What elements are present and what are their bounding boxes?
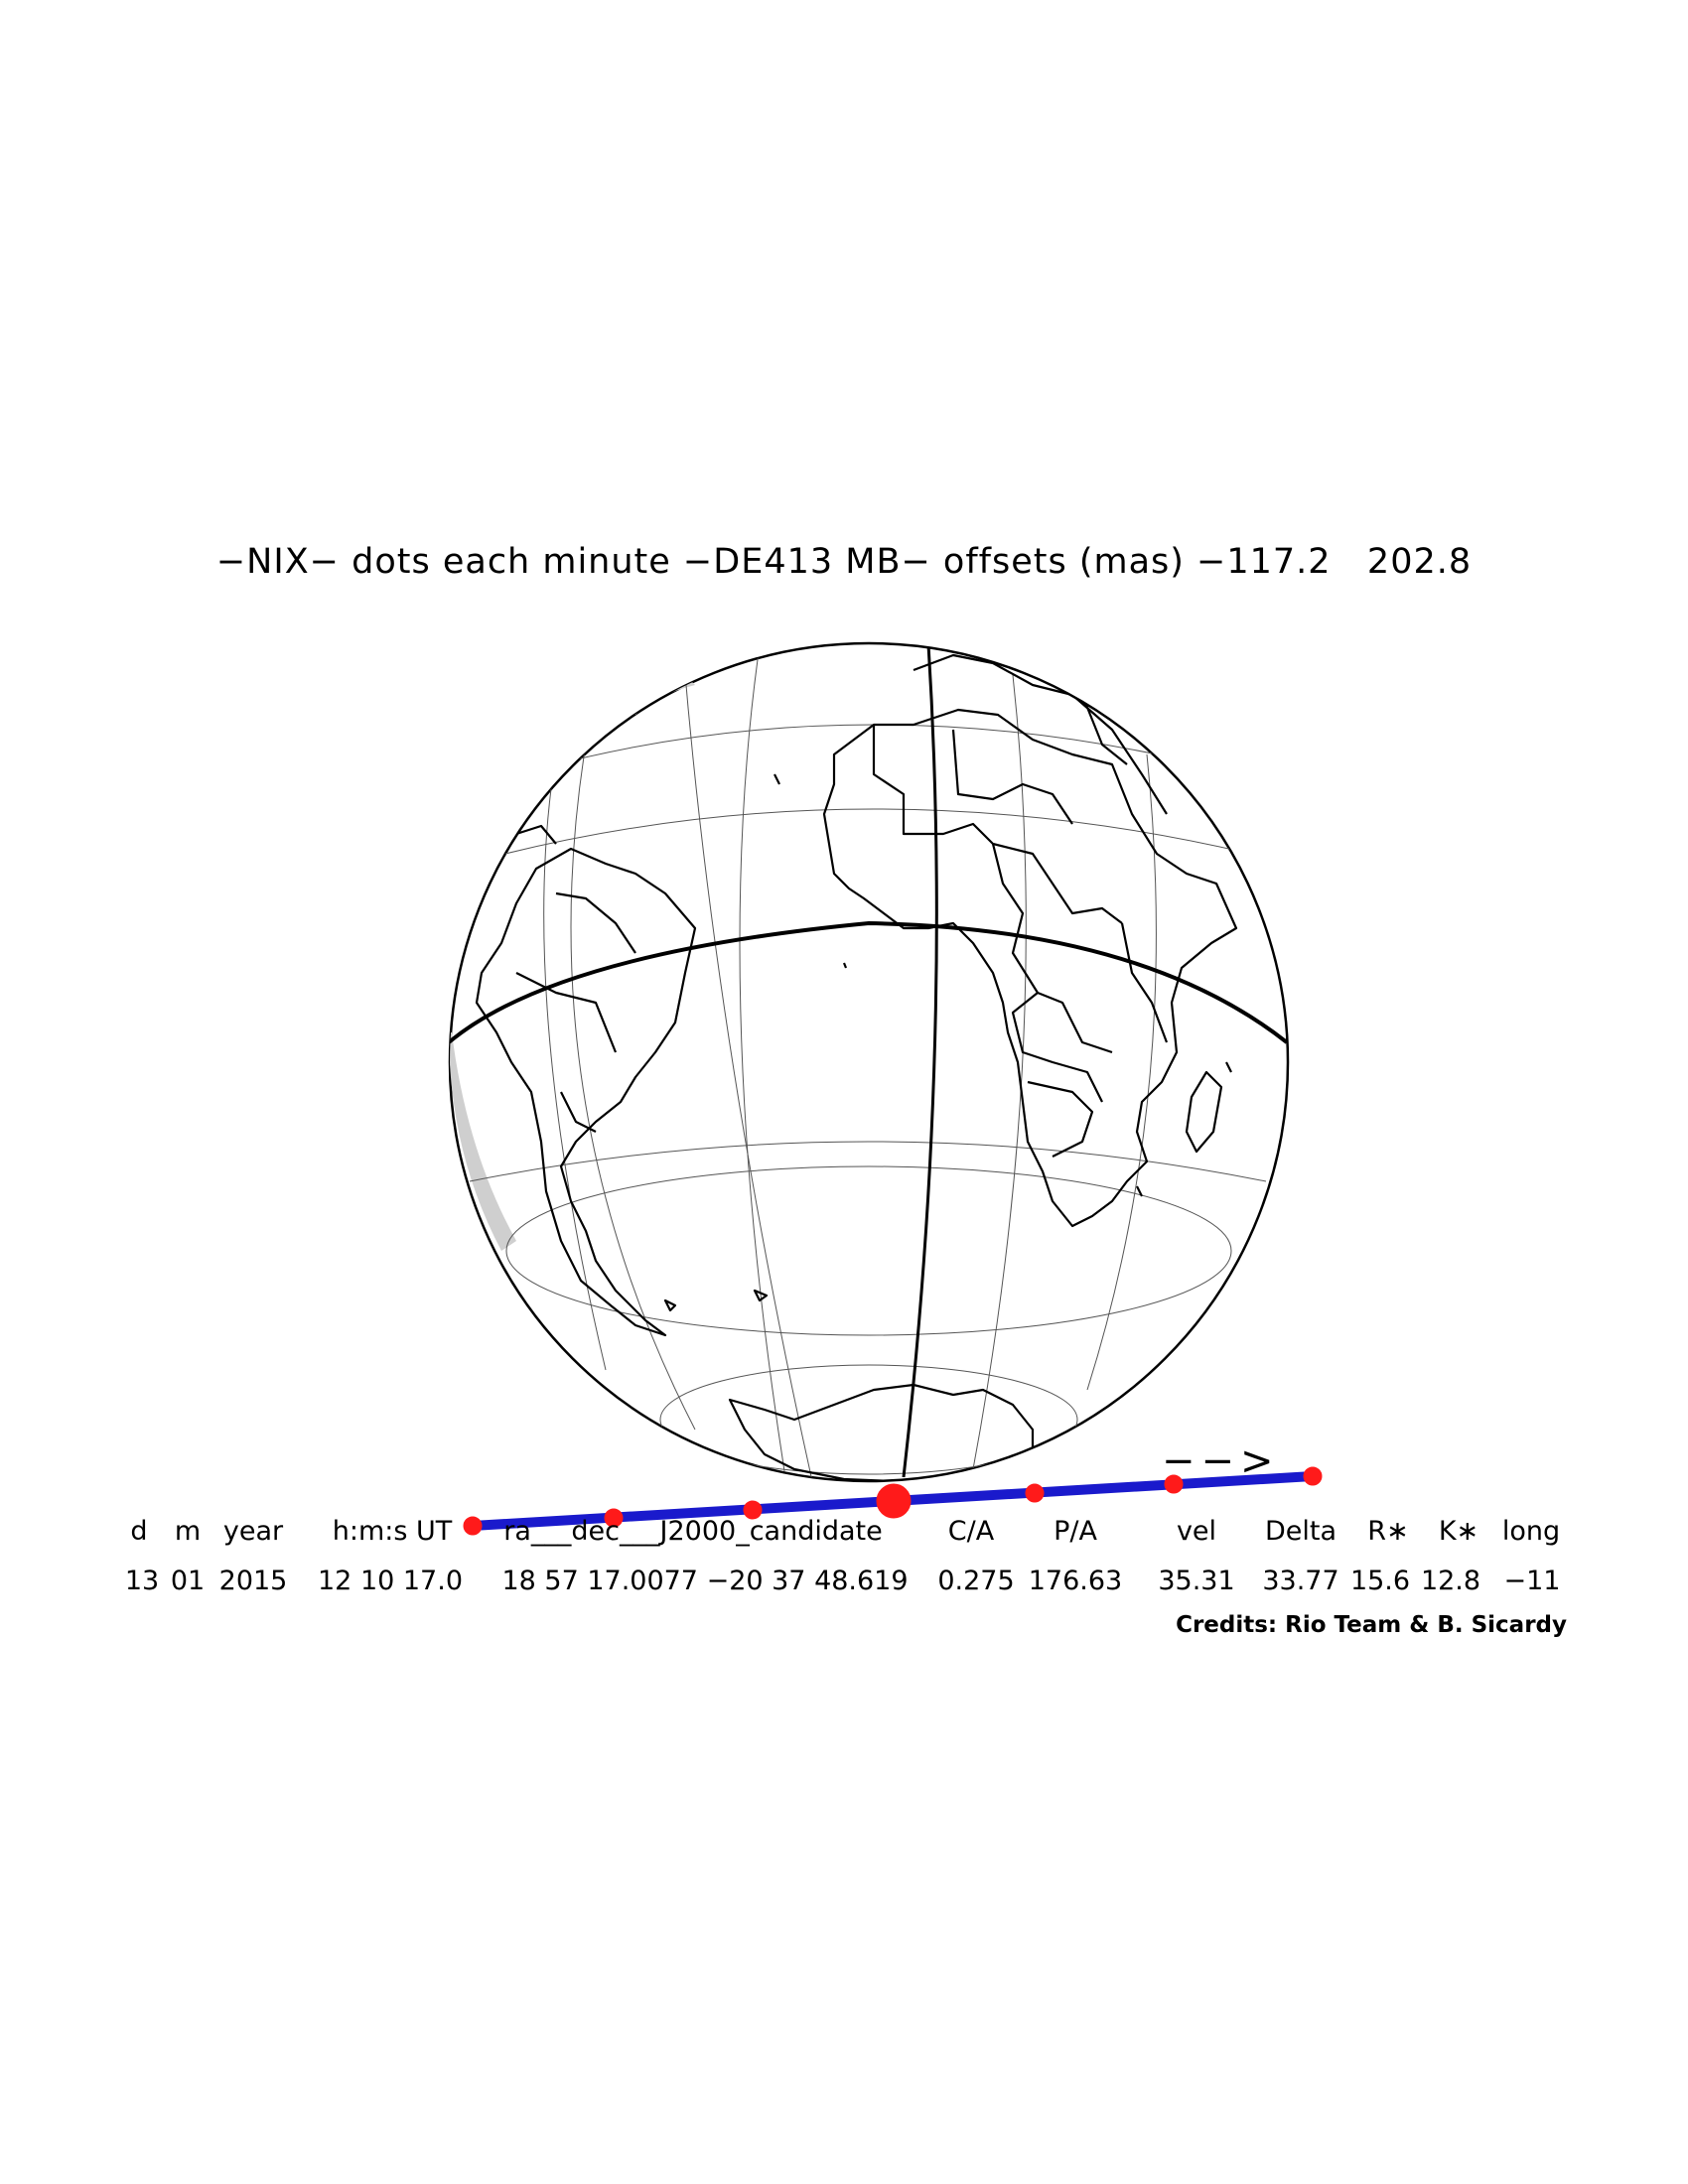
- value-radec: 18 57 17.0077 −20 37 48.619: [501, 1566, 909, 1596]
- chart-title: −NIX− dots each minute −DE413 MB− offset…: [215, 542, 1473, 582]
- antarctica-outline: [728, 1383, 1035, 1481]
- closest-approach-dot: [876, 1483, 912, 1519]
- minute-dots: [463, 1466, 1323, 1536]
- value-time: 12 10 17.0: [318, 1566, 463, 1596]
- header-radec: ra___dec___J2000_candidate: [503, 1516, 883, 1547]
- header-long: long: [1501, 1516, 1561, 1547]
- credits: Credits: Rio Team & B. Sicardy: [1176, 1612, 1567, 1638]
- minute-dot: [1025, 1483, 1045, 1503]
- value-day: 13: [124, 1566, 160, 1596]
- value-ca: 0.275: [937, 1566, 1015, 1596]
- header-vel: vel: [1176, 1516, 1217, 1547]
- header-month: m: [174, 1516, 202, 1547]
- globe-interior: [450, 643, 1288, 1481]
- equator-line: [450, 920, 1288, 1044]
- minute-dot: [1303, 1466, 1323, 1486]
- value-vel: 35.31: [1158, 1566, 1235, 1596]
- header-pa: P/A: [1054, 1516, 1097, 1547]
- minute-dot: [743, 1500, 763, 1520]
- value-month: 01: [170, 1566, 206, 1596]
- value-delta: 33.77: [1262, 1566, 1339, 1596]
- madagascar: [1185, 1070, 1223, 1154]
- value-rstar: 15.6: [1349, 1566, 1411, 1596]
- central-meridian: [902, 643, 938, 1478]
- header-rstar: R∗: [1367, 1516, 1409, 1547]
- value-kstar: 12.8: [1420, 1566, 1481, 1596]
- limb-shadow: [450, 1032, 516, 1251]
- continents: [475, 653, 1238, 1481]
- minute-dot: [463, 1516, 483, 1536]
- header-year: year: [222, 1516, 284, 1547]
- globe-disk: [448, 641, 1290, 1483]
- value-pa: 176.63: [1028, 1566, 1123, 1596]
- value-year: 2015: [218, 1566, 288, 1596]
- south-america-outline: [475, 847, 697, 1337]
- value-long: −11: [1503, 1566, 1561, 1596]
- minute-dot: [1164, 1474, 1184, 1494]
- header-kstar: K∗: [1438, 1516, 1479, 1547]
- africa-outline: [822, 708, 1238, 1228]
- header-delta: Delta: [1264, 1516, 1337, 1547]
- header-time: h:m:s UT: [332, 1516, 453, 1547]
- minute-dot: [604, 1508, 624, 1528]
- header-ca: C/A: [947, 1516, 995, 1547]
- header-day: d: [130, 1516, 148, 1547]
